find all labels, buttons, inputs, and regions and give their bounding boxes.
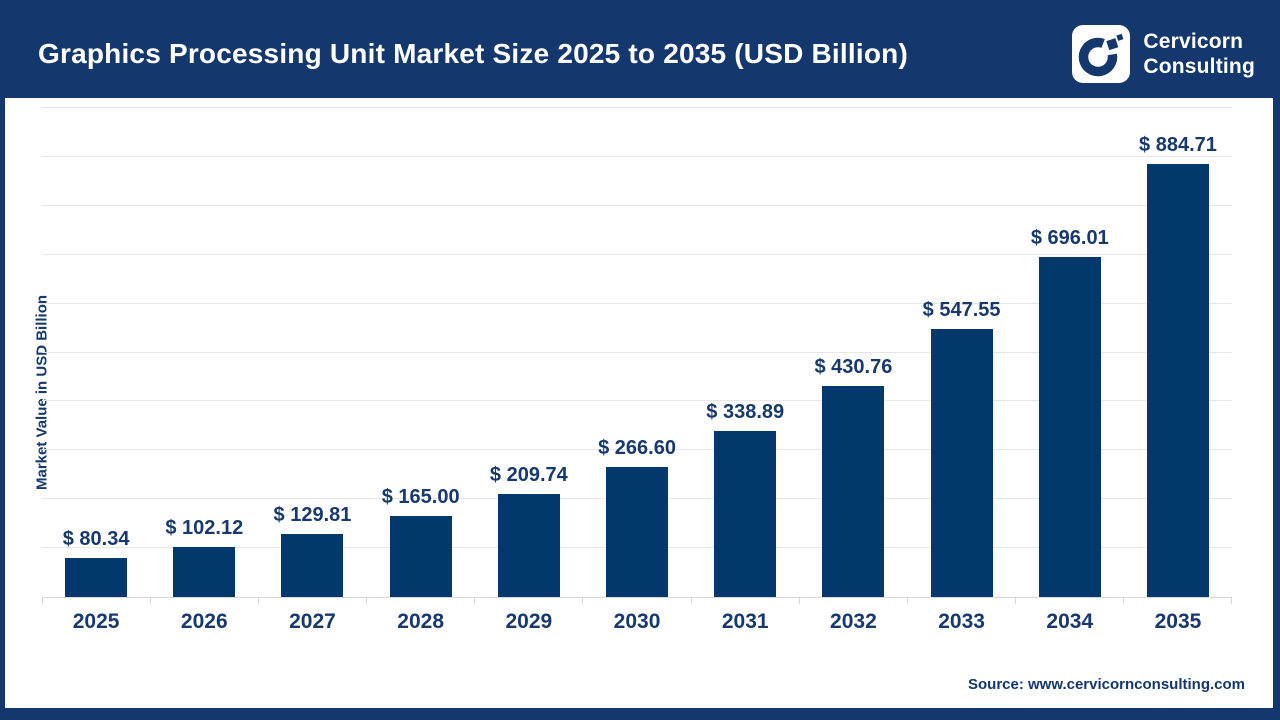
x-axis-labels: 2025 2026 2027 2028 2029 2030 2031 2032 2033 2034… xyxy=(42,610,1232,642)
bar-2032 xyxy=(822,386,885,597)
gridline xyxy=(42,204,1232,206)
bar-column-2034: $ 696.01 xyxy=(1016,108,1124,597)
axis-tick-cell xyxy=(906,598,1015,604)
bar-column-2026: $ 102.12 xyxy=(150,108,258,597)
bar-column-2025: $ 80.34 xyxy=(42,108,150,597)
bar-column-2027: $ 129.81 xyxy=(258,108,366,597)
bar-2025 xyxy=(65,557,128,597)
gridline xyxy=(42,155,1232,157)
value-label-2032: $ 430.76 xyxy=(814,356,893,379)
x-label-2034: 2034 xyxy=(1046,610,1094,633)
x-label-2030: 2030 xyxy=(613,610,661,633)
gridline xyxy=(42,107,1232,108)
chart-canvas: Market Value in USD Billion $ 80.34 $ 102… xyxy=(5,98,1273,708)
value-label-2027: $ 129.81 xyxy=(273,503,352,526)
brand-logo: Cervicorn Consulting xyxy=(1072,25,1255,83)
bar-column-2033: $ 547.55 xyxy=(908,108,1016,597)
gridline xyxy=(42,400,1232,402)
bar-2031 xyxy=(714,431,777,597)
bar-column-2030: $ 266.60 xyxy=(583,108,691,597)
axis-tick-cell xyxy=(150,598,258,604)
header-band: Graphics Processing Unit Market Size 202… xyxy=(0,0,1280,98)
source-text: Source: www.cervicornconsulting.com xyxy=(967,676,1245,693)
cervicorn-logo-icon xyxy=(1072,25,1131,83)
x-label-2028: 2028 xyxy=(397,610,445,633)
brand-name-line1: Cervicorn xyxy=(1143,30,1244,53)
bar-2035 xyxy=(1146,164,1209,597)
value-label-2030: $ 266.60 xyxy=(598,436,676,459)
x-label-2032: 2032 xyxy=(830,610,877,633)
axis-tick-cell xyxy=(1122,598,1233,604)
x-label-2029: 2029 xyxy=(505,610,553,633)
plot-area: $ 80.34 $ 102.12 $ 129.81 $ 165.00 $ 209.74 $… xyxy=(42,107,1232,597)
x-label-2026: 2026 xyxy=(180,610,228,633)
axis-tick-cell xyxy=(258,598,366,604)
value-label-2034: $ 696.01 xyxy=(1030,226,1109,249)
x-label-2031: 2031 xyxy=(721,610,769,633)
bar-2026 xyxy=(173,547,236,597)
axis-tick-cell xyxy=(690,598,799,604)
x-label-2033: 2033 xyxy=(938,610,985,633)
x-label-2027: 2027 xyxy=(289,610,336,633)
gridline xyxy=(42,302,1232,304)
brand-name-line2: Consulting xyxy=(1143,55,1255,78)
bar-2033 xyxy=(930,329,993,597)
gridline xyxy=(42,351,1232,353)
bar-column-2029: $ 209.74 xyxy=(475,108,583,597)
brand-name: Cervicorn Consulting xyxy=(1143,29,1255,79)
bar-2030 xyxy=(606,466,669,597)
bar-columns: $ 80.34 $ 102.12 $ 129.81 $ 165.00 $ 209.74 $… xyxy=(42,108,1232,597)
bar-2029 xyxy=(497,494,560,597)
bar-column-2035: $ 884.71 xyxy=(1124,108,1232,597)
gridline xyxy=(42,449,1232,451)
axis-tick-cell xyxy=(582,598,690,604)
value-label-2026: $ 102.12 xyxy=(165,517,244,540)
axis-tick-cell xyxy=(42,598,150,604)
bar-column-2028: $ 165.00 xyxy=(367,108,475,597)
axis-tick-cell xyxy=(474,598,582,604)
axis-tick-cell xyxy=(366,598,474,604)
x-axis-line xyxy=(42,597,1233,604)
bar-2034 xyxy=(1038,256,1101,597)
gridline xyxy=(42,253,1232,255)
bar-column-2032: $ 430.76 xyxy=(799,108,907,597)
value-label-2035: $ 884.71 xyxy=(1139,134,1217,157)
axis-tick-cell xyxy=(1014,598,1123,604)
value-label-2029: $ 209.74 xyxy=(489,464,568,487)
bar-2028 xyxy=(389,516,452,597)
value-label-2028: $ 165.00 xyxy=(381,486,460,509)
value-label-2025: $ 80.34 xyxy=(62,527,130,550)
x-label-2025: 2025 xyxy=(72,610,120,633)
bar-column-2031: $ 338.89 xyxy=(691,108,799,597)
value-label-2031: $ 338.89 xyxy=(706,401,785,424)
x-label-2035: 2035 xyxy=(1154,610,1202,633)
value-label-2033: $ 547.55 xyxy=(922,299,1001,322)
axis-tick-cell xyxy=(798,598,907,604)
page-title: Graphics Processing Unit Market Size 202… xyxy=(38,38,908,69)
bar-2027 xyxy=(281,533,344,597)
